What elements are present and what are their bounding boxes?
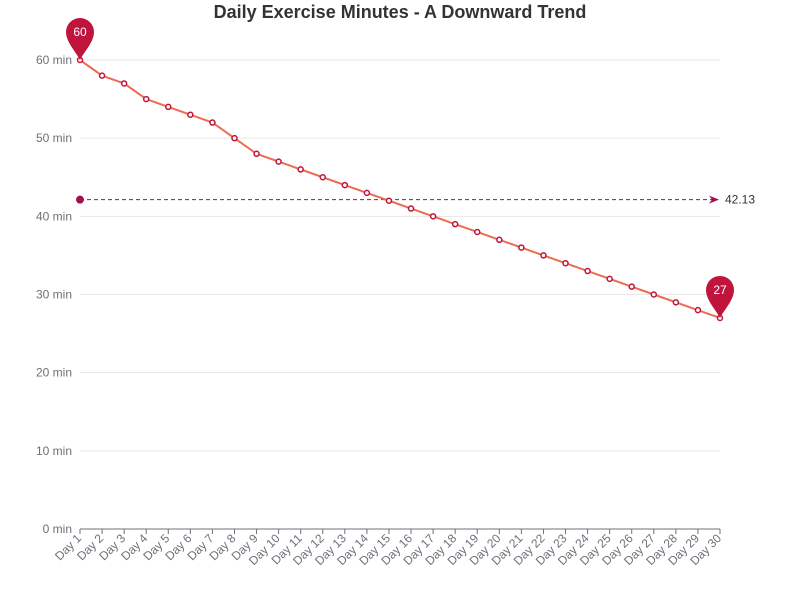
data-point [606, 275, 613, 283]
chart-title: Daily Exercise Minutes - A Downward Tren… [213, 2, 587, 22]
data-point [694, 306, 702, 314]
y-tick-label: 30 min [36, 288, 72, 302]
data-point [209, 119, 216, 126]
y-tick-label: 0 min [43, 522, 72, 536]
data-point [385, 197, 393, 204]
data-point [473, 228, 481, 236]
data-point [120, 80, 128, 87]
data-point [142, 95, 150, 103]
data-point [429, 213, 437, 220]
y-tick-label: 50 min [36, 131, 72, 145]
data-point [584, 267, 591, 275]
average-mark-line: 42.13 [76, 193, 755, 207]
data-point [341, 181, 349, 189]
data-point [451, 220, 459, 228]
data-point [297, 166, 304, 173]
average-line-label: 42.13 [725, 193, 755, 207]
data-point [628, 283, 635, 290]
data-point [275, 158, 282, 165]
data-point [98, 72, 106, 79]
data-point [363, 189, 371, 197]
mark-point-label: 27 [713, 283, 727, 297]
data-point [231, 134, 238, 142]
data-point [672, 299, 680, 306]
data-point [518, 244, 525, 251]
mark-point-pin: 27 [706, 275, 734, 318]
data-point [187, 111, 194, 118]
data-point [650, 291, 658, 298]
y-tick-label: 20 min [36, 366, 72, 380]
axes: 0 min 10 min 20 min 30 min 40 min 50 min 60 mi… [36, 53, 724, 568]
mark-point-shape [706, 275, 734, 318]
y-tick-label: 60 min [36, 53, 72, 67]
y-tick-label: 10 min [36, 444, 72, 458]
data-point [319, 174, 327, 181]
series-layer [76, 56, 724, 322]
mark-point-pin: 60 [66, 18, 94, 60]
data-point [407, 205, 415, 212]
grid-lines [80, 59, 720, 452]
data-point [253, 150, 260, 158]
y-tick-label: 40 min [36, 209, 72, 223]
data-point [165, 103, 172, 111]
data-point [562, 259, 569, 267]
mark-point-label: 60 [73, 25, 87, 39]
series-line [79, 59, 721, 319]
mark-point-shape [66, 18, 94, 60]
data-point [540, 252, 547, 259]
mark-points: 60 27 [66, 18, 734, 318]
data-point [496, 236, 503, 244]
